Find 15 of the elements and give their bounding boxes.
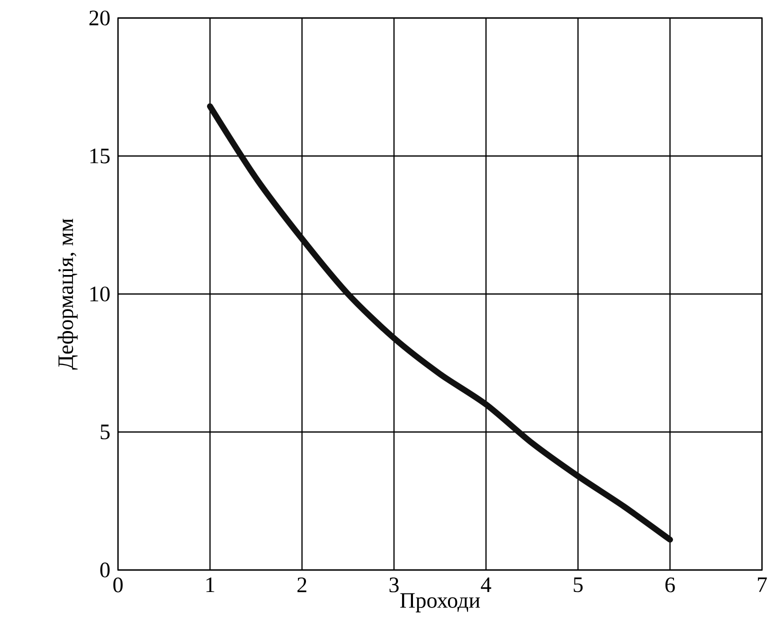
x-tick-label: 4 [480,578,492,592]
x-tick-label: 1 [206,578,214,592]
x-tick-label: 6 [665,578,675,592]
x-tick-label: 7 [758,578,767,592]
y-tick-label: 20 [89,10,110,26]
x-tick-label: 3 [390,578,399,592]
y-tick-label: 15 [90,148,110,164]
x-tick-label: 0 [113,578,123,592]
x-tick-label: 5 [574,578,583,592]
x-axis-title: Проходи [400,593,480,612]
x-tick-label: 2 [297,578,306,592]
y-tick-label: 0 [100,562,110,578]
y-tick-label: 10 [90,286,110,302]
y-tick-label: 5 [100,424,110,440]
y-axis-title: Деформація, мм [58,218,78,370]
